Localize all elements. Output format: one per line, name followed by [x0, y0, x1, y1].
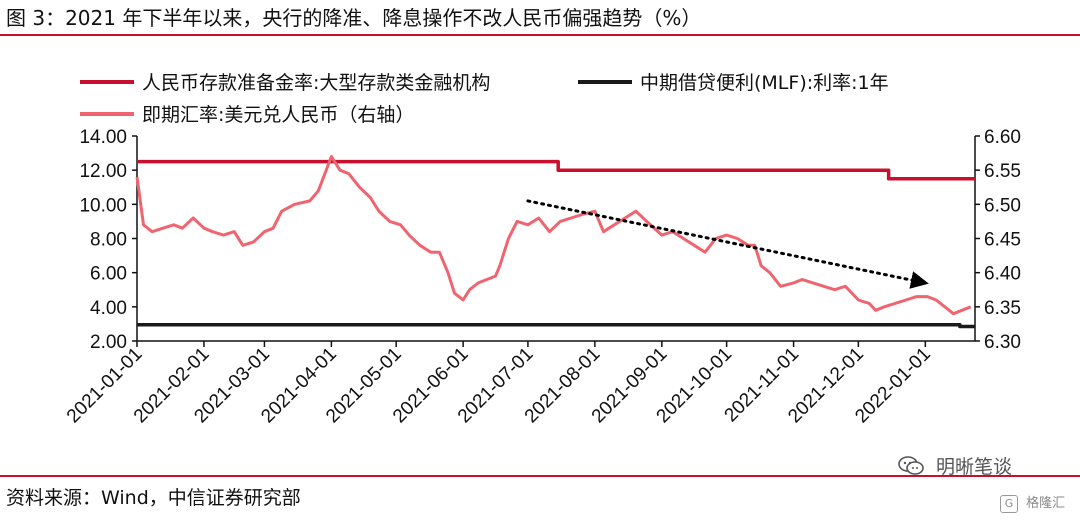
y-left-tick-label: 12.00	[79, 161, 127, 182]
legend-label-0: 人民币存款准备金率:大型存款类金融机构	[142, 72, 490, 94]
stamp-text: 格隆汇	[1026, 496, 1066, 511]
y-right-tick-label: 6.30	[984, 332, 1021, 353]
series-line-1	[137, 323, 975, 329]
y-left-tick-label: 4.00	[90, 298, 127, 319]
trend-arrow	[526, 199, 929, 289]
page-title: 图 3：2021 年下半年以来，央行的降准、降息操作不改人民币偏强趋势（%）	[6, 6, 702, 30]
title-rule	[0, 34, 1080, 36]
series-line-2	[135, 155, 972, 316]
wechat-icon	[898, 456, 924, 475]
legend-label-2: 即期汇率:美元兑人民币（右轴）	[142, 104, 414, 126]
series	[135, 155, 975, 329]
chart: 人民币存款准备金率:大型存款类金融机构 中期借贷便利(MLF):利率:1年即期汇率…	[63, 72, 1021, 427]
annotations	[526, 199, 929, 289]
y-left-tick-label: 10.00	[79, 195, 127, 216]
stamp: G 格隆汇	[1000, 492, 1065, 513]
y-right-ticks: 6.30 6.35 6.40 6.45 6.50 6.55 6.60	[975, 127, 1021, 353]
watermark: 明晰笔谈	[898, 452, 1012, 479]
y-right-tick-label: 6.40	[984, 264, 1021, 285]
legend: 人民币存款准备金率:大型存款类金融机构 中期借贷便利(MLF):利率:1年即期汇率…	[80, 72, 889, 126]
series-line-0	[137, 159, 975, 181]
y-left-tick-label: 6.00	[90, 264, 127, 285]
y-left-tick-label: 2.00	[90, 332, 127, 353]
axes	[136, 136, 976, 342]
g-logo-icon: G	[1000, 495, 1018, 513]
y-right-tick-label: 6.55	[984, 161, 1021, 182]
watermark-text: 明晰笔谈	[936, 456, 1013, 478]
y-right-tick-label: 6.60	[984, 127, 1021, 148]
y-left-tick-label: 14.00	[79, 127, 127, 148]
source-note: 资料来源：Wind，中信证券研究部	[6, 487, 301, 509]
x-ticks: 2021-01-012021-02-012021-03-012021-04-01…	[63, 341, 935, 427]
footer-rule	[0, 475, 1080, 477]
y-right-tick-label: 6.35	[984, 298, 1021, 319]
y-left-tick-label: 8.00	[90, 230, 127, 251]
legend-label-1: 中期借贷便利(MLF):利率:1年	[640, 72, 889, 94]
y-left-ticks: 2.00 4.00 6.00 8.00 10.00 12.00 14.00	[79, 127, 137, 353]
y-right-tick-label: 6.45	[984, 230, 1021, 251]
y-right-tick-label: 6.50	[984, 195, 1021, 216]
